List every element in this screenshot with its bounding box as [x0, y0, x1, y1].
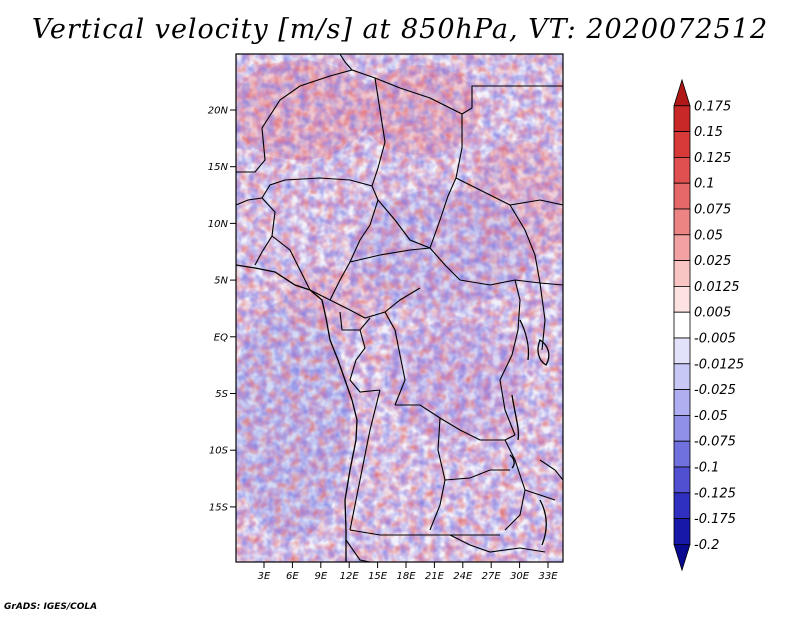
longitude-axis: 3E 6E 9E 12E 15E 18E 21E 24E 27E 30E 33E	[258, 562, 558, 582]
colorbar-label: -0.175	[694, 512, 736, 527]
colorbar-segment	[673, 414, 691, 442]
colorbar-segment	[673, 518, 691, 545]
colorbar-label: 0.025	[694, 254, 731, 269]
colorbar-label: 0.005	[694, 306, 731, 321]
colorbar-label: 0.0125	[694, 280, 740, 295]
coastline	[236, 264, 550, 562]
colorbar-segment	[673, 131, 691, 158]
colorbar-segment	[673, 311, 691, 339]
colorbar-label: 0.175	[694, 99, 731, 114]
colorbar-top-arrow	[673, 78, 691, 107]
colorbar-segment	[673, 389, 691, 416]
lon-label: 6E	[286, 571, 299, 582]
map-title: Vertical velocity [m/s] at 850hPa, VT: 2…	[31, 14, 769, 45]
colorbar-label: 0.125	[694, 151, 731, 166]
lat-label: 5S	[215, 389, 228, 400]
colorbar-label: -0.0125	[694, 357, 744, 372]
grads-credit: GrADS: IGES/COLA	[4, 602, 98, 612]
lat-label: 5N	[214, 276, 228, 287]
latitude-axis: 20N 15N 10N 5N EQ 5S 10S 15S	[208, 106, 236, 513]
colorbar-label: 0.075	[694, 203, 731, 218]
colorbar-label: -0.075	[694, 435, 736, 450]
lon-label: 18E	[396, 571, 416, 582]
colorbar-segment	[673, 156, 691, 184]
colorbar-segment	[673, 234, 691, 262]
colorbar-segment	[673, 208, 691, 236]
vertical-velocity-field	[236, 54, 563, 562]
lat-label: 15S	[209, 502, 229, 513]
country-borders	[236, 54, 563, 562]
colorbar-label: -0.2	[694, 538, 719, 553]
map-frame	[235, 53, 564, 563]
lon-label: 3E	[258, 571, 271, 582]
lat-label: 15N	[208, 162, 229, 173]
colorbar-segment	[673, 285, 691, 313]
lon-label: 9E	[314, 571, 327, 582]
colorbar-label: -0.1	[694, 461, 719, 476]
colorbar-label: -0.005	[694, 332, 736, 347]
colorbar: 0.175 0.15 0.125 0.1 0.075 0.05 0.025 0.0125 0.0…	[673, 78, 744, 572]
lat-label: 10N	[208, 219, 229, 230]
lon-label: 30E	[510, 571, 530, 582]
colorbar-segment	[673, 105, 691, 133]
colorbar-label: -0.025	[694, 383, 736, 398]
colorbar-label: 0.1	[694, 177, 715, 192]
lon-label: 24E	[453, 571, 473, 582]
colorbar-segment	[673, 440, 691, 468]
colorbar-label: -0.125	[694, 486, 736, 501]
lon-label: 15E	[368, 571, 388, 582]
colorbar-segment	[673, 492, 691, 519]
lon-label: 33E	[538, 571, 558, 582]
lat-label: 10S	[209, 446, 229, 457]
colorbar-label: 0.05	[694, 228, 723, 243]
colorbar-segment	[673, 363, 691, 390]
colorbar-segment	[673, 466, 691, 494]
colorbar-bottom-arrow	[673, 544, 691, 572]
colorbar-segment	[673, 337, 691, 365]
lat-label: 20N	[208, 106, 229, 117]
colorbar-segment	[673, 182, 691, 210]
colorbar-segment	[673, 260, 691, 287]
lon-label: 21E	[425, 571, 445, 582]
colorbar-label: 0.15	[694, 125, 723, 140]
lon-label: 27E	[482, 571, 502, 582]
colorbar-label: -0.05	[694, 409, 728, 424]
lat-label: EQ	[214, 332, 228, 343]
lon-label: 12E	[340, 571, 360, 582]
